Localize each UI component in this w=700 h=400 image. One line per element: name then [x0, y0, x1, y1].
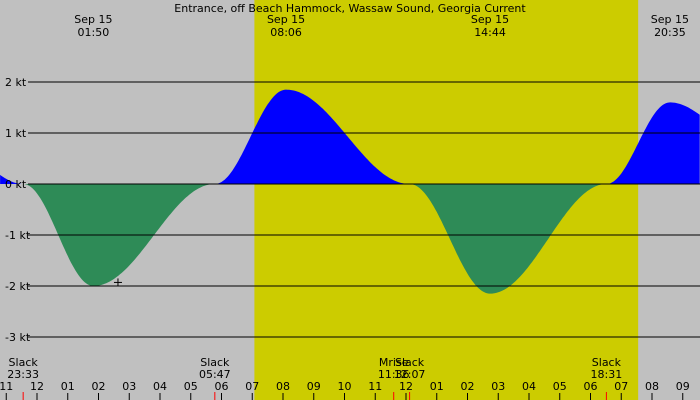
hour-label: 05 [553, 380, 567, 393]
hour-label: 08 [645, 380, 659, 393]
extremum-time: 14:44 [474, 26, 506, 39]
extremum-time: 01:50 [78, 26, 110, 39]
event-label: Slack [9, 356, 39, 369]
ebb-area [410, 184, 606, 294]
event-time: 11:36 [378, 368, 410, 381]
y-tick-label: -3 kt [5, 331, 31, 344]
extremum-time: 20:35 [654, 26, 686, 39]
event-time: 23:33 [7, 368, 39, 381]
hour-label: 04 [522, 380, 536, 393]
flood-area [215, 89, 410, 184]
extremum-date: Sep 15 [267, 13, 305, 26]
hour-label: 01 [61, 380, 75, 393]
event-time: 05:47 [199, 368, 231, 381]
hour-label: 11 [0, 380, 13, 393]
hour-label: 07 [245, 380, 259, 393]
hour-label: 11 [368, 380, 382, 393]
flood-area [607, 102, 700, 184]
hour-label: 12 [399, 380, 413, 393]
y-tick-label: 2 kt [5, 76, 27, 89]
y-tick-labels: 2 kt 1 kt 0 kt -1 kt -2 kt -3 kt [5, 76, 31, 344]
event-labels: Slack23:33Slack05:47Mrise11:36Slack12:07… [7, 356, 622, 400]
event-time: 12:07 [394, 368, 426, 381]
hour-label: 12 [30, 380, 44, 393]
y-tick-label: 1 kt [5, 127, 27, 140]
hour-axis: 11 12 01 02 03 04 05 06 07 08 09 10 11 12 01 02 03 04 05 06… [0, 380, 690, 400]
hour-label: 03 [122, 380, 136, 393]
extremum-date: Sep 15 [651, 13, 689, 26]
hour-label: 02 [461, 380, 475, 393]
hour-label: 09 [676, 380, 690, 393]
extremum-time: 08:06 [270, 26, 302, 39]
flood-area [0, 174, 24, 184]
event-label: Slack [592, 356, 622, 369]
y-tick-label: 0 kt [5, 178, 27, 191]
extremum-date: Sep 15 [471, 13, 509, 26]
hour-label: 06 [584, 380, 598, 393]
hour-label: 02 [92, 380, 106, 393]
extremum-date: Sep 15 [74, 13, 112, 26]
hour-label: 01 [430, 380, 444, 393]
chart-title: Entrance, off Beach Hammock, Wassaw Soun… [174, 2, 526, 15]
hour-label: 05 [184, 380, 198, 393]
gridlines [28, 81, 700, 338]
hour-label: 08 [276, 380, 290, 393]
event-label: Mrise [379, 356, 409, 369]
hour-label: 07 [614, 380, 628, 393]
hour-label: 03 [491, 380, 505, 393]
hour-label: 10 [338, 380, 352, 393]
hour-label: 06 [215, 380, 229, 393]
crosshair-marker [113, 278, 122, 287]
hour-label: 09 [307, 380, 321, 393]
hour-label: 04 [153, 380, 167, 393]
y-tick-label: -1 kt [5, 229, 31, 242]
event-time: 18:31 [591, 368, 623, 381]
y-tick-label: -2 kt [5, 280, 31, 293]
event-label: Slack [200, 356, 230, 369]
event-label: Slack [395, 356, 425, 369]
